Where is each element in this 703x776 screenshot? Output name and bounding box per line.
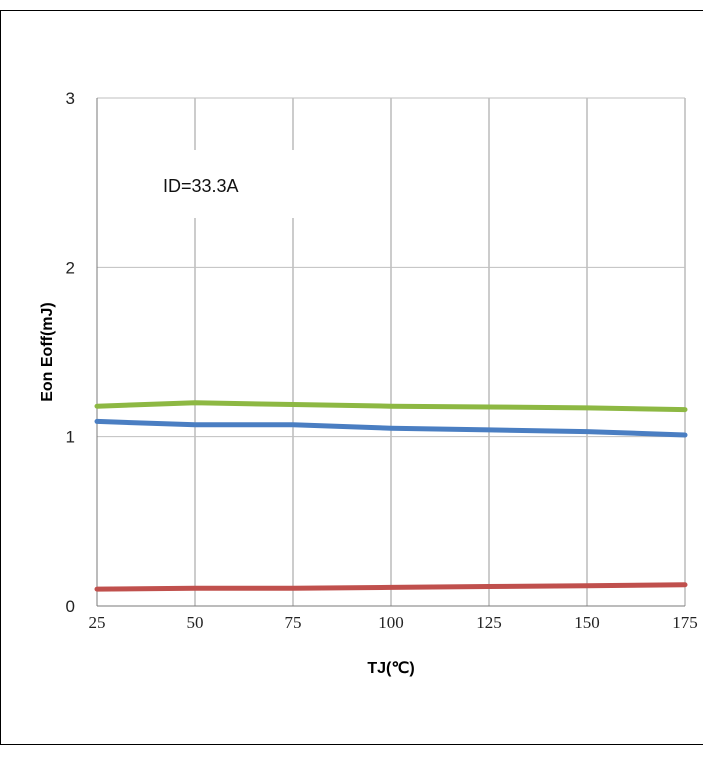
frame-top-border	[0, 10, 703, 11]
y-tick-label-3: 3	[66, 89, 75, 108]
y-tick-label-2: 2	[66, 258, 75, 277]
x-tick-label-2: 75	[285, 613, 302, 632]
series-line-0	[94, 400, 688, 413]
x-tick-label-1: 50	[187, 613, 204, 632]
y-axis-title: Eon Eoff(mJ)	[39, 302, 56, 402]
annotation-background	[150, 150, 310, 218]
series-line-1	[94, 418, 688, 438]
frame-left-border	[0, 10, 1, 745]
x-tick-label-5: 150	[574, 613, 600, 632]
y-tick-label-1: 1	[66, 428, 75, 447]
series-line-2	[94, 582, 688, 592]
grid	[96, 97, 686, 607]
x-tick-label-3: 100	[378, 613, 404, 632]
x-tick-label-4: 125	[476, 613, 502, 632]
frame-bottom-border	[0, 744, 703, 745]
x-tick-label-6: 175	[672, 613, 698, 632]
tick-labels: 25 50 75 100 125 150 175 0 1 2 3	[66, 89, 698, 632]
y-tick-label-0: 0	[66, 597, 75, 616]
annotation-label: ID=33.3A	[163, 176, 239, 196]
x-axis-title: TJ(℃)	[367, 660, 414, 677]
x-tick-label-0: 25	[89, 613, 106, 632]
series-group	[94, 400, 688, 592]
